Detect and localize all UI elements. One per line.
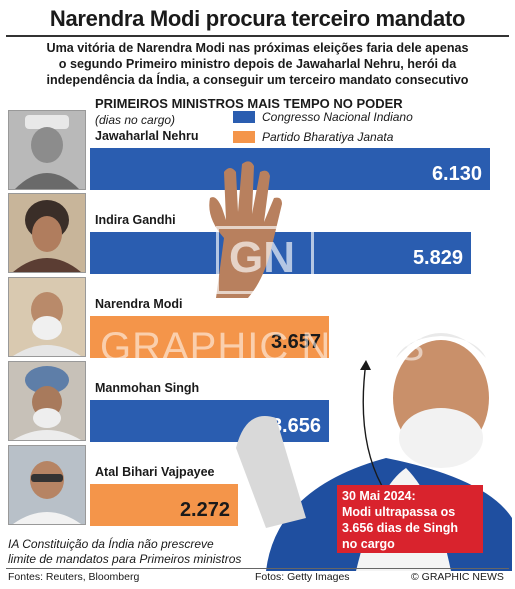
bar-label-singh: Manmohan Singh (95, 381, 200, 395)
callout-line-2: Modi ultrapassa os (342, 505, 456, 519)
footer-photos: Fotos: Getty Images (255, 571, 350, 583)
bar-modi: 3.657 (90, 316, 329, 358)
footnote-line-2: limite de mandatos para Primeiros minist… (8, 552, 242, 566)
title-rule (6, 35, 509, 37)
callout-line-4: no cargo (342, 537, 395, 551)
bar-indira: 5.829 (90, 232, 471, 274)
legend-bjp: Partido Bharatiya Janata (233, 130, 394, 144)
footnote: IA Constituição da Índia não prescreve l… (8, 537, 318, 567)
subtitle-line-3: independência da Índia, a conseguir um t… (46, 73, 469, 87)
bar-label-modi: Narendra Modi (95, 297, 183, 311)
person-portrait-icon (9, 111, 85, 189)
legend-swatch-congress (233, 111, 255, 123)
bar-label-nehru: Jawaharlal Nehru (95, 129, 199, 143)
bar-singh: 3.656 (90, 400, 329, 442)
bar-label-vajpayee: Atal Bihari Vajpayee (95, 465, 215, 479)
person-portrait-icon (9, 278, 85, 356)
page-title: Narendra Modi procura terceiro mandato (49, 6, 466, 31)
bar-value-label: 2.272 (179, 499, 230, 521)
portrait-nehru (8, 110, 86, 190)
subtitle: Uma vitória de Narendra Modi nas próxima… (14, 40, 501, 88)
subtitle-line-1: Uma vitória de Narendra Modi nas próxima… (46, 41, 469, 55)
legend-label-bjp: Partido Bharatiya Janata (262, 130, 394, 144)
bar-value-label: 3.656 (270, 415, 321, 437)
callout-pointer (360, 360, 383, 487)
footer-rule (6, 568, 509, 569)
chart-title: PRIMEIROS MINISTROS MAIS TEMPO NO PODER (95, 96, 403, 111)
bar-nehru: 6.130 (90, 148, 490, 190)
legend-label-congress: Congresso Nacional Indiano (262, 110, 413, 124)
waving-hand-icon (209, 161, 282, 298)
person-portrait-icon (9, 446, 85, 524)
legend-congress: Congresso Nacional Indiano (233, 110, 413, 124)
bar-vajpayee: 2.272 (90, 484, 238, 526)
bar-value-label: 5.829 (412, 247, 463, 269)
callout-line-1: 30 Mai 2024: (342, 489, 416, 503)
portrait-modi (8, 277, 86, 357)
subtitle-line-2: o segundo Primeiro ministro depois de Ja… (58, 57, 457, 71)
portrait-singh (8, 361, 86, 441)
callout-line-3: 3.656 dias de Singh (342, 521, 459, 535)
callout-box: 30 Mai 2024: Modi ultrapassa os 3.656 di… (337, 485, 483, 553)
bar-value-label: 6.130 (431, 163, 482, 185)
portrait-vajpayee (8, 445, 86, 525)
footer-credit: © GRAPHIC NEWS (411, 571, 504, 583)
footnote-line-1: IA Constituição da Índia não prescreve (8, 537, 214, 551)
person-portrait-icon (9, 362, 85, 440)
portrait-indira (8, 193, 86, 273)
bar-label-indira: Indira Gandhi (95, 213, 176, 227)
chart-unit-label: (dias no cargo) (95, 113, 176, 127)
person-portrait-icon (9, 194, 85, 272)
footer-sources: Fontes: Reuters, Bloomberg (8, 571, 140, 583)
legend-swatch-bjp (233, 131, 255, 143)
bar-value-label: 3.657 (270, 331, 321, 353)
